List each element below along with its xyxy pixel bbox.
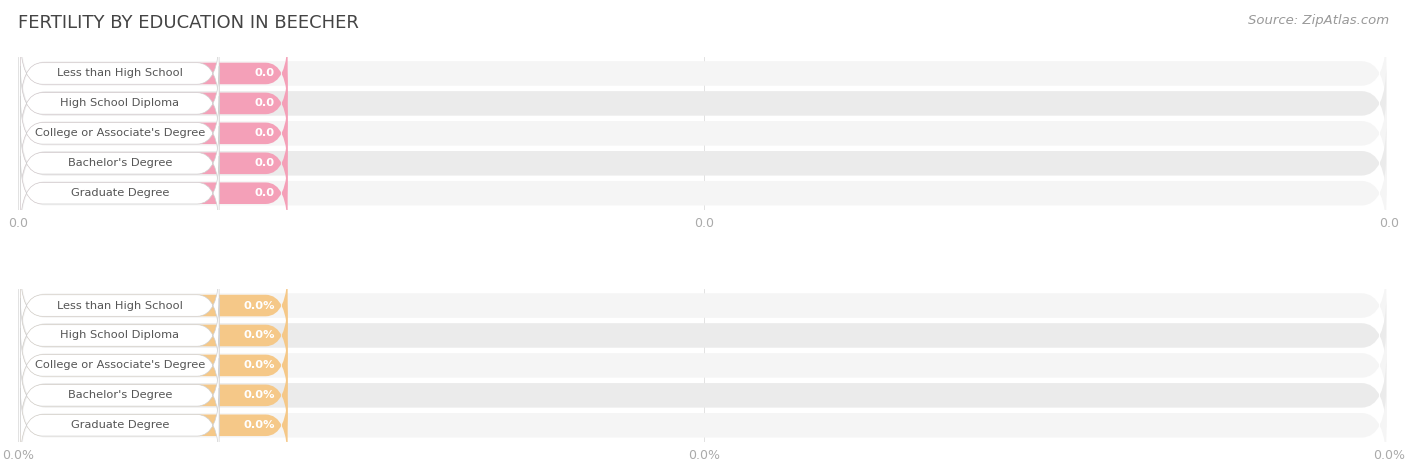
FancyBboxPatch shape <box>20 96 219 171</box>
FancyBboxPatch shape <box>21 264 1386 347</box>
Text: High School Diploma: High School Diploma <box>60 98 179 108</box>
Text: 0.0%: 0.0% <box>243 420 274 430</box>
FancyBboxPatch shape <box>20 268 288 342</box>
Text: 0.0%: 0.0% <box>243 390 274 400</box>
FancyBboxPatch shape <box>20 268 219 342</box>
Text: Graduate Degree: Graduate Degree <box>70 420 169 430</box>
FancyBboxPatch shape <box>20 328 288 402</box>
FancyBboxPatch shape <box>21 122 1386 205</box>
FancyBboxPatch shape <box>20 358 288 432</box>
FancyBboxPatch shape <box>20 37 219 111</box>
Text: 0.0: 0.0 <box>254 68 274 78</box>
FancyBboxPatch shape <box>20 96 288 171</box>
Text: High School Diploma: High School Diploma <box>60 331 179 341</box>
FancyBboxPatch shape <box>20 66 219 141</box>
FancyBboxPatch shape <box>20 388 288 462</box>
Text: Graduate Degree: Graduate Degree <box>70 188 169 198</box>
FancyBboxPatch shape <box>21 62 1386 145</box>
Text: 0.0: 0.0 <box>254 188 274 198</box>
FancyBboxPatch shape <box>21 294 1386 377</box>
FancyBboxPatch shape <box>21 32 1386 115</box>
FancyBboxPatch shape <box>20 328 219 402</box>
FancyBboxPatch shape <box>21 92 1386 175</box>
FancyBboxPatch shape <box>21 152 1386 235</box>
Text: 0.0%: 0.0% <box>243 331 274 341</box>
FancyBboxPatch shape <box>21 384 1386 467</box>
Text: College or Associate's Degree: College or Associate's Degree <box>35 128 205 138</box>
Text: 0.0%: 0.0% <box>243 301 274 311</box>
FancyBboxPatch shape <box>20 156 219 230</box>
FancyBboxPatch shape <box>20 358 219 432</box>
FancyBboxPatch shape <box>21 354 1386 437</box>
Text: 0.0: 0.0 <box>254 158 274 168</box>
Text: Bachelor's Degree: Bachelor's Degree <box>67 390 172 400</box>
FancyBboxPatch shape <box>21 324 1386 407</box>
Text: 0.0: 0.0 <box>254 128 274 138</box>
FancyBboxPatch shape <box>20 388 219 462</box>
FancyBboxPatch shape <box>20 298 219 372</box>
FancyBboxPatch shape <box>20 66 288 141</box>
FancyBboxPatch shape <box>20 156 288 230</box>
Text: Source: ZipAtlas.com: Source: ZipAtlas.com <box>1249 14 1389 27</box>
FancyBboxPatch shape <box>20 298 288 372</box>
Text: 0.0%: 0.0% <box>243 361 274 370</box>
FancyBboxPatch shape <box>20 126 219 200</box>
Text: 0.0: 0.0 <box>254 98 274 108</box>
Text: FERTILITY BY EDUCATION IN BEECHER: FERTILITY BY EDUCATION IN BEECHER <box>18 14 359 32</box>
Text: College or Associate's Degree: College or Associate's Degree <box>35 361 205 370</box>
FancyBboxPatch shape <box>20 126 288 200</box>
FancyBboxPatch shape <box>20 37 288 111</box>
Text: Less than High School: Less than High School <box>56 68 183 78</box>
Text: Bachelor's Degree: Bachelor's Degree <box>67 158 172 168</box>
Text: Less than High School: Less than High School <box>56 301 183 311</box>
